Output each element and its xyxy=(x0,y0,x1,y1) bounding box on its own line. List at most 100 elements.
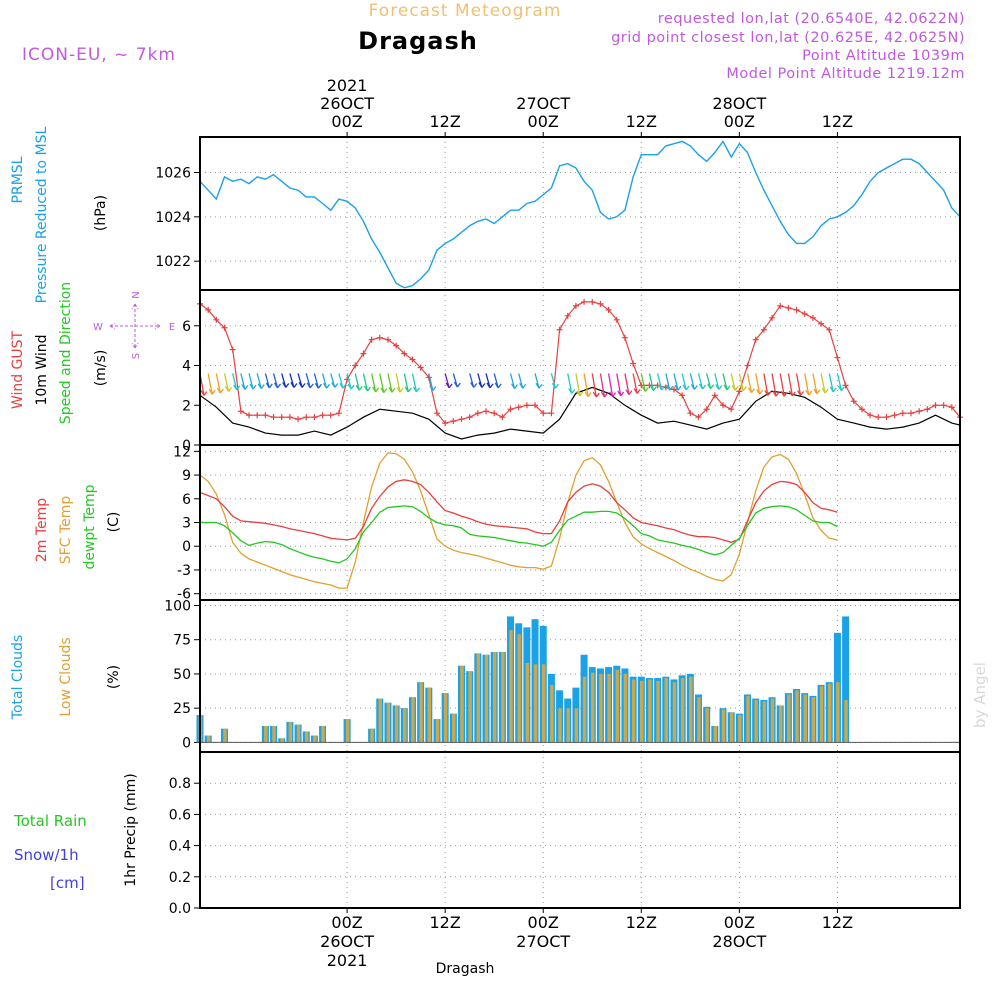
wind-direction-arrow xyxy=(706,373,715,390)
clouds-ytick-label: 25 xyxy=(173,701,191,717)
wind-direction-arrow xyxy=(387,373,396,393)
wind-direction-arrow xyxy=(722,373,731,391)
model-name: ICON-EU, ~ 7km xyxy=(22,45,176,65)
pressure-ytick-label: 1022 xyxy=(155,254,191,270)
wind-speed-dir-label: Speed and Direction xyxy=(58,282,74,424)
wind-direction-arrow xyxy=(616,373,625,397)
series-line xyxy=(199,479,838,543)
low-cloud-bar xyxy=(321,725,325,743)
low-cloud-bar xyxy=(345,719,350,743)
model-point-altitude: Model Point Altitude 1219.12m xyxy=(726,66,965,82)
wind-direction-arrow xyxy=(256,373,265,390)
time-label-top: 00Z xyxy=(724,112,755,131)
wind-direction-arrow xyxy=(607,373,617,398)
temperature-ytick-label: 3 xyxy=(182,516,191,532)
low-cloud-bar xyxy=(574,708,579,743)
location-title: Dragash xyxy=(358,27,478,55)
time-label-top: 27OCT xyxy=(516,94,570,113)
low-cloud-bar xyxy=(370,728,374,743)
low-cloud-bar xyxy=(435,719,440,743)
wind-direction-arrow xyxy=(746,373,756,394)
wind-direction-arrow xyxy=(673,373,682,391)
precip-ytick-label: 0.0 xyxy=(169,901,191,917)
wind-direction-arrow xyxy=(444,373,453,389)
low-cloud-bar xyxy=(460,665,464,743)
wind-direction-arrow xyxy=(493,373,502,389)
low-cloud-bar xyxy=(582,676,587,743)
compass-north: N xyxy=(131,291,142,298)
time-label-top: 00Z xyxy=(528,112,559,131)
wind-gust-label: Wind GUST xyxy=(10,330,26,409)
wind-direction-arrow xyxy=(795,373,805,396)
wind-direction-arrow xyxy=(665,373,674,391)
pressure-label-1: PRMSL xyxy=(10,156,26,203)
wind-direction-arrow xyxy=(509,373,519,390)
wind-direction-arrow xyxy=(689,373,698,390)
low-cloud-bar xyxy=(648,679,652,743)
wind-ytick-label: 2 xyxy=(182,398,191,414)
wind-direction-arrow xyxy=(403,373,412,393)
wind-direction-arrow xyxy=(370,373,380,393)
time-label-bottom: 12Z xyxy=(429,913,460,932)
wind-direction-arrow xyxy=(657,373,666,391)
panels-layer: 1022102410260246-6-303691202550751000.00… xyxy=(155,76,963,970)
low-cloud-bar xyxy=(754,699,758,743)
low-cloud-bar xyxy=(492,652,497,743)
wind-direction-arrow xyxy=(567,373,576,394)
low-cloud-bar xyxy=(550,684,554,743)
pressure-panel-bg xyxy=(200,137,960,290)
precip-panel-frame xyxy=(199,751,961,909)
temp-dewpt-label: dewpt Temp xyxy=(82,484,98,569)
precip-ytick-label: 0.8 xyxy=(169,776,191,792)
wind-direction-arrow xyxy=(648,373,657,392)
low-cloud-bar xyxy=(607,673,611,743)
low-cloud-bar xyxy=(778,705,783,743)
low-cloud-bar xyxy=(378,698,382,743)
low-cloud-bar xyxy=(476,653,481,743)
precip-ytick-label: 0.6 xyxy=(169,807,191,823)
low-cloud-bar xyxy=(836,682,840,743)
wind-direction-arrow xyxy=(379,373,388,394)
wind-direction-arrow xyxy=(828,373,837,393)
pressure-label-2: Pressure Reduced to MSL xyxy=(34,126,50,303)
low-cloud-bar xyxy=(721,709,726,743)
wind-direction-arrow xyxy=(697,373,707,390)
precip-panel-bg xyxy=(200,752,960,908)
low-cloud-bar xyxy=(844,699,848,743)
low-cloud-bar xyxy=(541,664,546,743)
pressure-ytick-label: 1026 xyxy=(155,165,191,181)
low-cloud-bar xyxy=(272,725,276,743)
temp-sfc-label: SFC Temp xyxy=(58,496,74,565)
temp-unit: (C) xyxy=(106,512,122,533)
low-cloud-bar xyxy=(403,708,407,743)
wind-10m-label: 10m Wind xyxy=(34,334,50,405)
temperature-ytick-label: -3 xyxy=(177,563,191,579)
wind-direction-arrow xyxy=(395,373,404,393)
wind-direction-arrow xyxy=(624,373,633,396)
time-label-top: 12Z xyxy=(822,112,853,131)
series-line xyxy=(199,140,961,289)
wind-direction-arrow xyxy=(812,373,821,395)
low-cloud-bar xyxy=(566,708,570,743)
wind-direction-arrow xyxy=(738,373,747,392)
wind-direction-arrow xyxy=(248,373,257,390)
low-cloud-bar xyxy=(787,694,791,743)
precip-ytick-label: 0.4 xyxy=(169,839,191,855)
wind-direction-arrow xyxy=(297,373,306,388)
time-label-bottom: 27OCT xyxy=(516,932,570,951)
wind-direction-arrow xyxy=(232,373,241,391)
temperature-ytick-label: 12 xyxy=(173,444,191,460)
low-cloud-bar xyxy=(296,724,301,743)
wind-direction-arrow xyxy=(362,373,371,392)
wind-panel-bg xyxy=(200,290,960,445)
time-label-top: 26OCT xyxy=(320,94,374,113)
forecast-title: Forecast Meteogram xyxy=(369,1,562,21)
low-cloud-bar xyxy=(533,664,538,743)
low-cloud-bar xyxy=(313,735,317,743)
low-cloud-bar xyxy=(206,735,211,743)
low-cloud-bar xyxy=(411,697,415,743)
low-cloud-bar xyxy=(501,652,505,743)
low-cloud-bar xyxy=(689,676,693,743)
low-cloud-bar xyxy=(590,672,595,743)
compass-east: E xyxy=(169,322,175,333)
